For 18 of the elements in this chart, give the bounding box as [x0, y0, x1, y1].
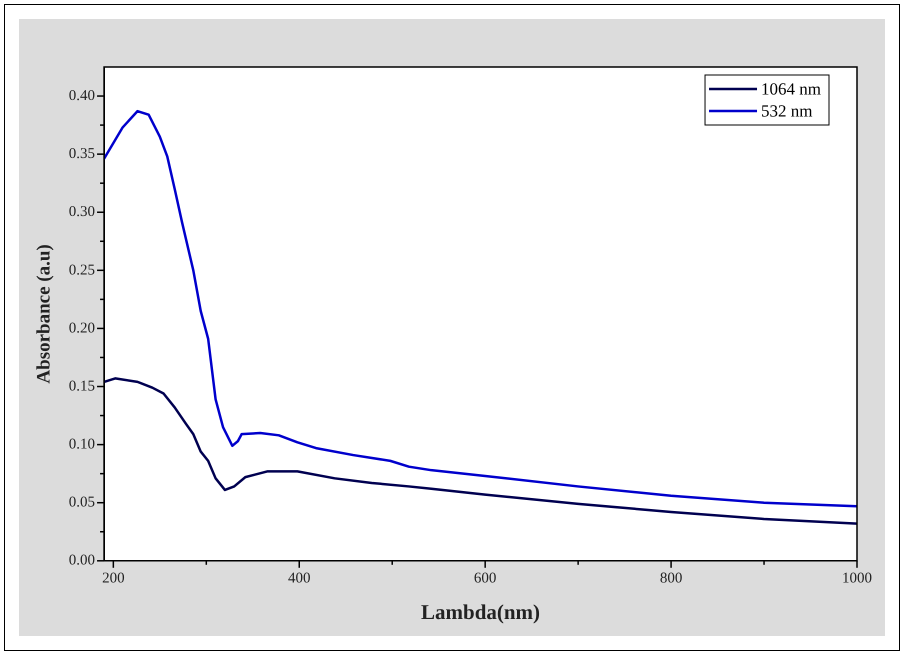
y-tick-label: 0.35 — [68, 146, 96, 162]
x-axis-title: Lambda(nm) — [421, 600, 540, 624]
y-tick-label: 0.40 — [68, 88, 96, 104]
y-tick-label: 0.10 — [68, 436, 96, 453]
text: 0.00 — [68, 552, 96, 569]
y-tick-label: 0.25 — [68, 262, 96, 278]
x-tick-label: 600 — [474, 570, 496, 587]
y-axis-title: Absorbance (a.u) — [33, 244, 54, 384]
y-tick-label: 0.05 — [68, 494, 96, 511]
y-tick-label: 0.15 — [68, 378, 96, 394]
x-tick-label: 800 — [660, 570, 682, 587]
y-tick-label: 0.30 — [68, 204, 96, 220]
y-tick-label: 0.20 — [68, 320, 96, 336]
x-tick-label: 400 — [288, 570, 311, 587]
legend-label: 532 nm — [761, 101, 813, 120]
x-tick-label: 200 — [102, 570, 125, 587]
x-tick-label: 1000 — [842, 570, 872, 587]
legend-label: 1064 nm — [761, 79, 822, 98]
